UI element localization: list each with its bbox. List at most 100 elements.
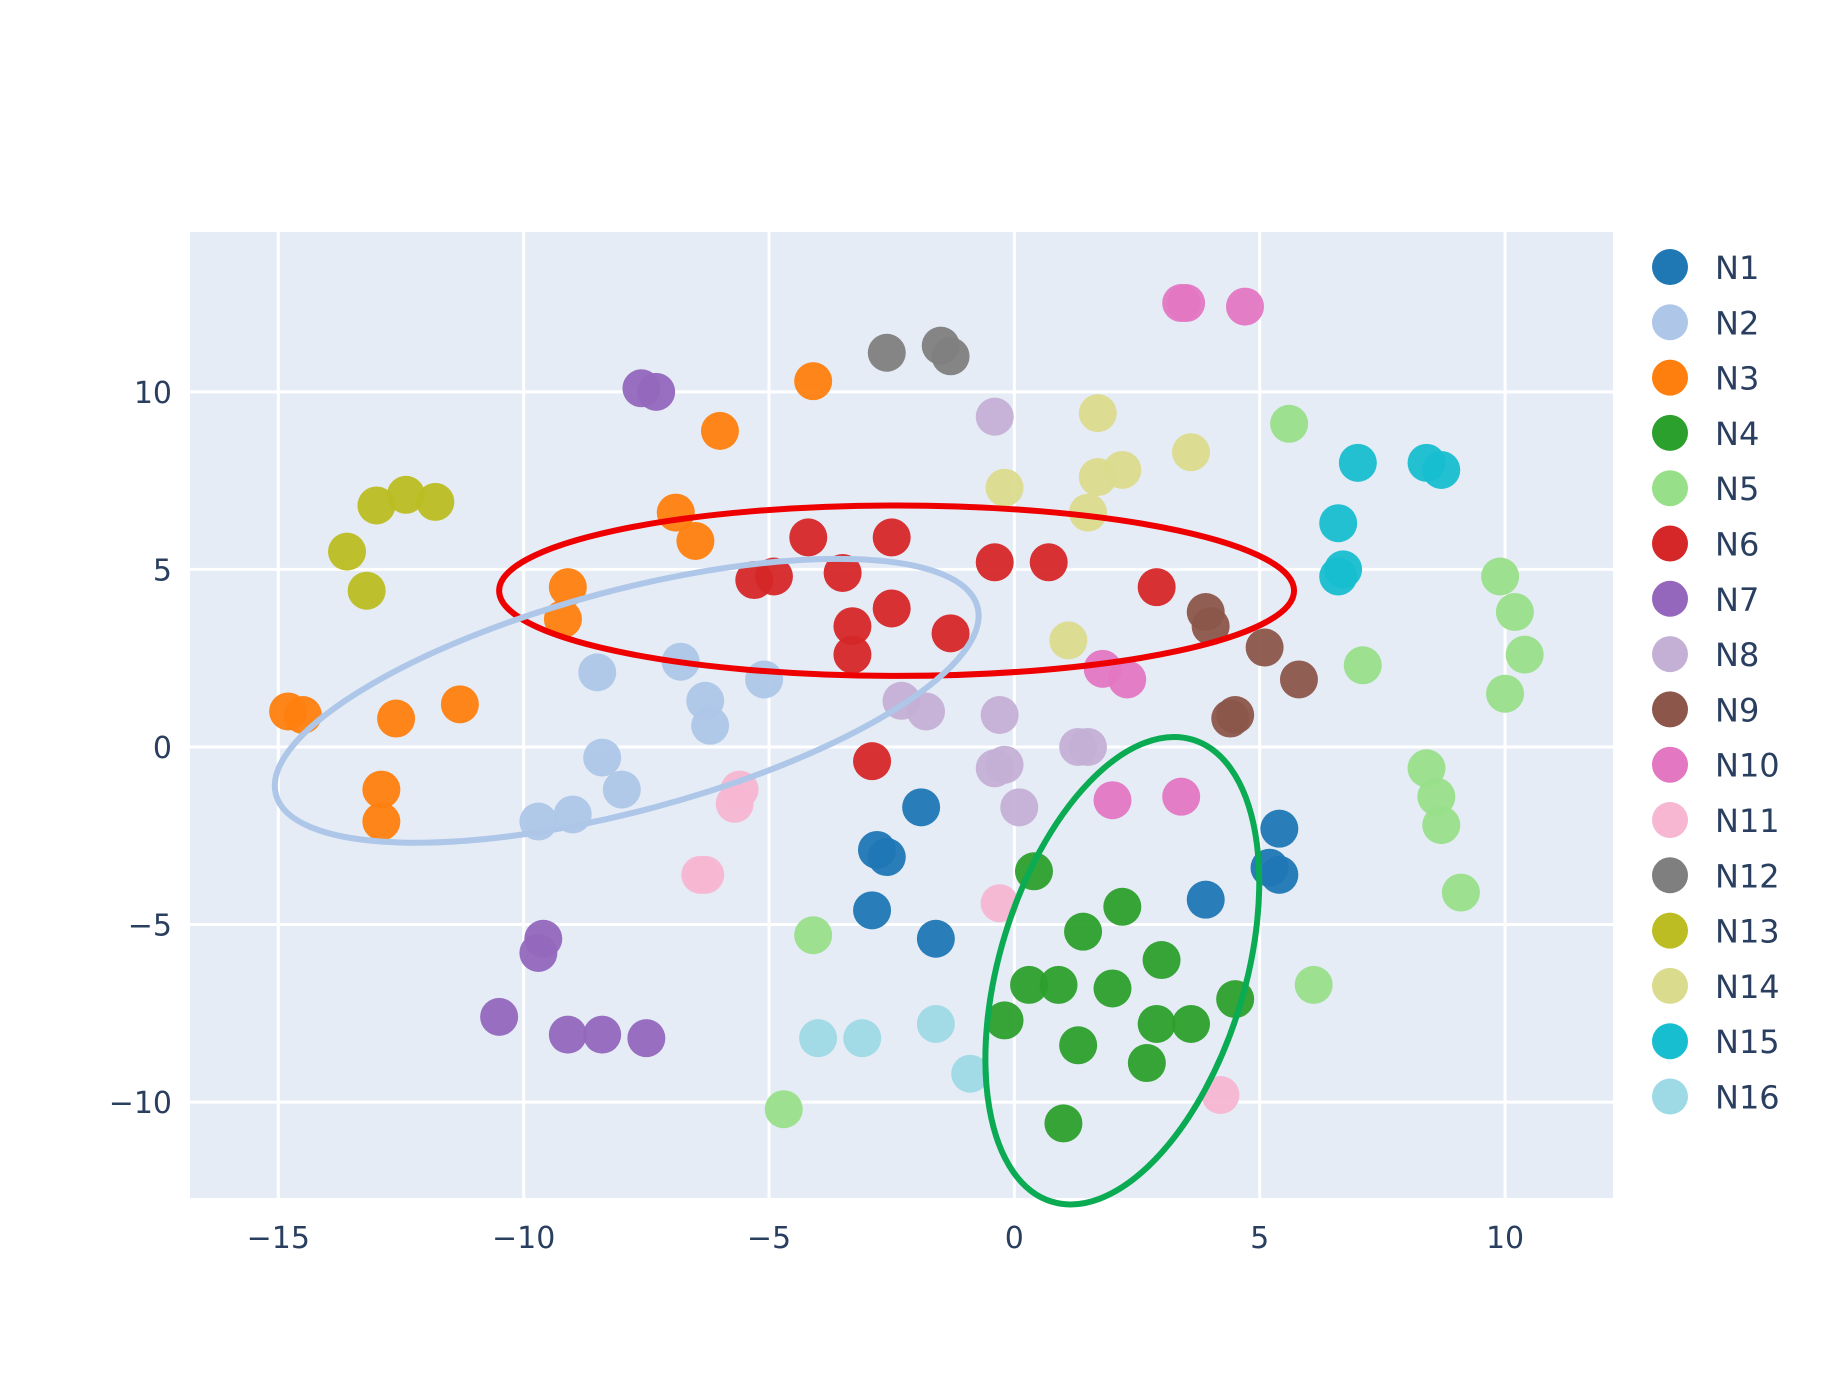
- legend-item-n12[interactable]: N12: [1652, 857, 1780, 895]
- data-point-n11: [715, 784, 754, 823]
- legend-item-n4[interactable]: N4: [1652, 414, 1759, 453]
- data-point-n6: [833, 635, 872, 674]
- legend-label: N12: [1715, 857, 1780, 895]
- data-point-n2: [745, 660, 784, 699]
- legend-item-n16[interactable]: N16: [1652, 1078, 1780, 1117]
- legend-item-n1[interactable]: N1: [1652, 249, 1759, 287]
- legend-marker: [1652, 580, 1688, 617]
- data-point-n8: [1000, 788, 1039, 827]
- legend-item-n9[interactable]: N9: [1652, 691, 1759, 729]
- legend-marker: [1652, 249, 1688, 285]
- x-tick-label: −10: [492, 1221, 555, 1256]
- legend-marker: [1652, 359, 1688, 396]
- data-point-n15: [1319, 504, 1358, 543]
- data-point-n6: [789, 518, 828, 557]
- legend-item-n15[interactable]: N15: [1652, 1023, 1780, 1061]
- data-point-n1: [867, 838, 906, 877]
- data-point-n5: [1441, 873, 1480, 912]
- legend-item-n11[interactable]: N11: [1652, 802, 1780, 840]
- data-point-n9: [1245, 628, 1284, 667]
- y-tick-label: −5: [128, 909, 172, 944]
- legend-label: N6: [1715, 526, 1759, 564]
- series-n8: [882, 397, 1107, 827]
- legend-label: N7: [1715, 581, 1759, 619]
- data-point-n9: [1191, 607, 1230, 646]
- series-n6: [735, 518, 1176, 781]
- legend-item-n3[interactable]: N3: [1652, 359, 1759, 398]
- legend-label: N4: [1715, 415, 1759, 453]
- data-point-n1: [1260, 809, 1299, 848]
- legend-label: N16: [1715, 1079, 1780, 1117]
- legend-item-n8[interactable]: N8: [1652, 636, 1759, 674]
- series-n11: [681, 770, 1240, 1115]
- legend-item-n6[interactable]: N6: [1652, 525, 1759, 564]
- legend-marker: [1652, 636, 1688, 673]
- series-n7: [480, 369, 676, 1058]
- legend-label: N15: [1715, 1023, 1780, 1061]
- data-point-n3: [548, 568, 587, 607]
- cluster-ellipse-3: [982, 733, 1263, 1208]
- legend-item-n2[interactable]: N2: [1652, 304, 1759, 342]
- data-point-n1: [1186, 880, 1225, 919]
- data-point-n6: [754, 557, 793, 596]
- cluster-ellipse-1: [496, 502, 1298, 679]
- data-point-n7: [480, 997, 519, 1036]
- data-point-n3: [283, 696, 322, 734]
- legend-label: N9: [1715, 691, 1759, 729]
- data-point-n6: [975, 543, 1014, 582]
- data-point-n11: [681, 855, 720, 894]
- legend-item-n14[interactable]: N14: [1652, 967, 1780, 1006]
- data-point-n6: [872, 589, 911, 628]
- data-point-n5: [1486, 674, 1525, 713]
- legend-marker: [1652, 1023, 1688, 1060]
- data-point-n13: [416, 482, 455, 521]
- data-point-n1: [902, 788, 941, 827]
- data-point-n3: [700, 411, 739, 450]
- data-point-n4: [1010, 965, 1049, 1004]
- series-n12: [867, 326, 970, 376]
- data-point-n5: [764, 1090, 803, 1129]
- legend-item-n5[interactable]: N5: [1652, 470, 1759, 508]
- cluster-annotations: [271, 502, 1298, 1208]
- data-point-n4: [1142, 941, 1181, 980]
- data-point-n7: [627, 1019, 666, 1058]
- data-point-n16: [916, 1004, 955, 1043]
- legend-item-n13[interactable]: N13: [1652, 912, 1780, 951]
- y-tick-label: −10: [109, 1086, 172, 1121]
- data-point-n5: [794, 916, 833, 955]
- data-point-n16: [843, 1019, 882, 1058]
- data-point-n3: [362, 802, 401, 841]
- data-point-n4: [1172, 1004, 1211, 1043]
- legend[interactable]: N1 N2 N3 N4 N5 N6 N7 N8 N9 N10 N11 N12 N13 N14 N15 N16: [1652, 249, 1780, 1117]
- series-n16: [799, 1004, 990, 1093]
- data-point-n3: [440, 685, 479, 724]
- grid-lines: [190, 232, 1613, 1198]
- data-point-n5: [1417, 777, 1456, 816]
- x-tick-label: 0: [1005, 1221, 1024, 1256]
- data-point-n10: [1162, 777, 1201, 816]
- legend-item-n7[interactable]: N7: [1652, 580, 1759, 619]
- data-point-n5: [1505, 635, 1544, 674]
- data-point-n8: [907, 692, 946, 731]
- data-point-n9: [1211, 699, 1250, 738]
- data-point-n13: [386, 475, 425, 514]
- data-point-n4: [1039, 965, 1078, 1004]
- legend-label: N1: [1715, 249, 1759, 287]
- data-point-n5: [1481, 557, 1520, 596]
- data-point-n4: [1093, 969, 1132, 1008]
- data-point-n16: [799, 1019, 838, 1058]
- data-point-n4: [1044, 1104, 1083, 1143]
- data-point-n7: [548, 1015, 587, 1054]
- data-point-n6: [853, 742, 892, 781]
- data-point-n10: [1225, 287, 1264, 326]
- data-point-n7: [583, 1015, 622, 1054]
- series-n4: [985, 852, 1255, 1143]
- legend-marker: [1652, 691, 1688, 728]
- data-point-n1: [853, 891, 892, 930]
- legend-item-n10[interactable]: N10: [1652, 746, 1780, 785]
- series-n10: [1083, 284, 1264, 820]
- data-point-n7: [519, 933, 558, 972]
- legend-marker: [1652, 304, 1688, 341]
- legend-label: N10: [1715, 747, 1780, 785]
- data-point-n1: [1260, 855, 1299, 894]
